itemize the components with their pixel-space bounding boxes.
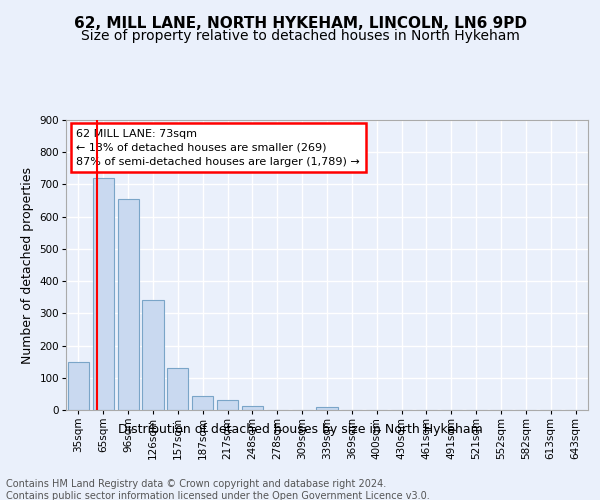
- Text: 62 MILL LANE: 73sqm
← 13% of detached houses are smaller (269)
87% of semi-detac: 62 MILL LANE: 73sqm ← 13% of detached ho…: [76, 128, 360, 166]
- Text: Size of property relative to detached houses in North Hykeham: Size of property relative to detached ho…: [80, 29, 520, 43]
- Bar: [217, 400, 238, 410]
- Bar: [242, 406, 263, 410]
- Bar: [118, 199, 139, 410]
- Text: 62, MILL LANE, NORTH HYKEHAM, LINCOLN, LN6 9PD: 62, MILL LANE, NORTH HYKEHAM, LINCOLN, L…: [74, 16, 527, 31]
- Bar: [68, 362, 89, 410]
- Bar: [142, 300, 164, 410]
- Y-axis label: Number of detached properties: Number of detached properties: [21, 166, 34, 364]
- Text: Distribution of detached houses by size in North Hykeham: Distribution of detached houses by size …: [118, 422, 482, 436]
- Bar: [192, 396, 213, 410]
- Bar: [93, 178, 114, 410]
- Bar: [316, 407, 338, 410]
- Text: Contains HM Land Registry data © Crown copyright and database right 2024.
Contai: Contains HM Land Registry data © Crown c…: [6, 479, 430, 500]
- Bar: [167, 368, 188, 410]
